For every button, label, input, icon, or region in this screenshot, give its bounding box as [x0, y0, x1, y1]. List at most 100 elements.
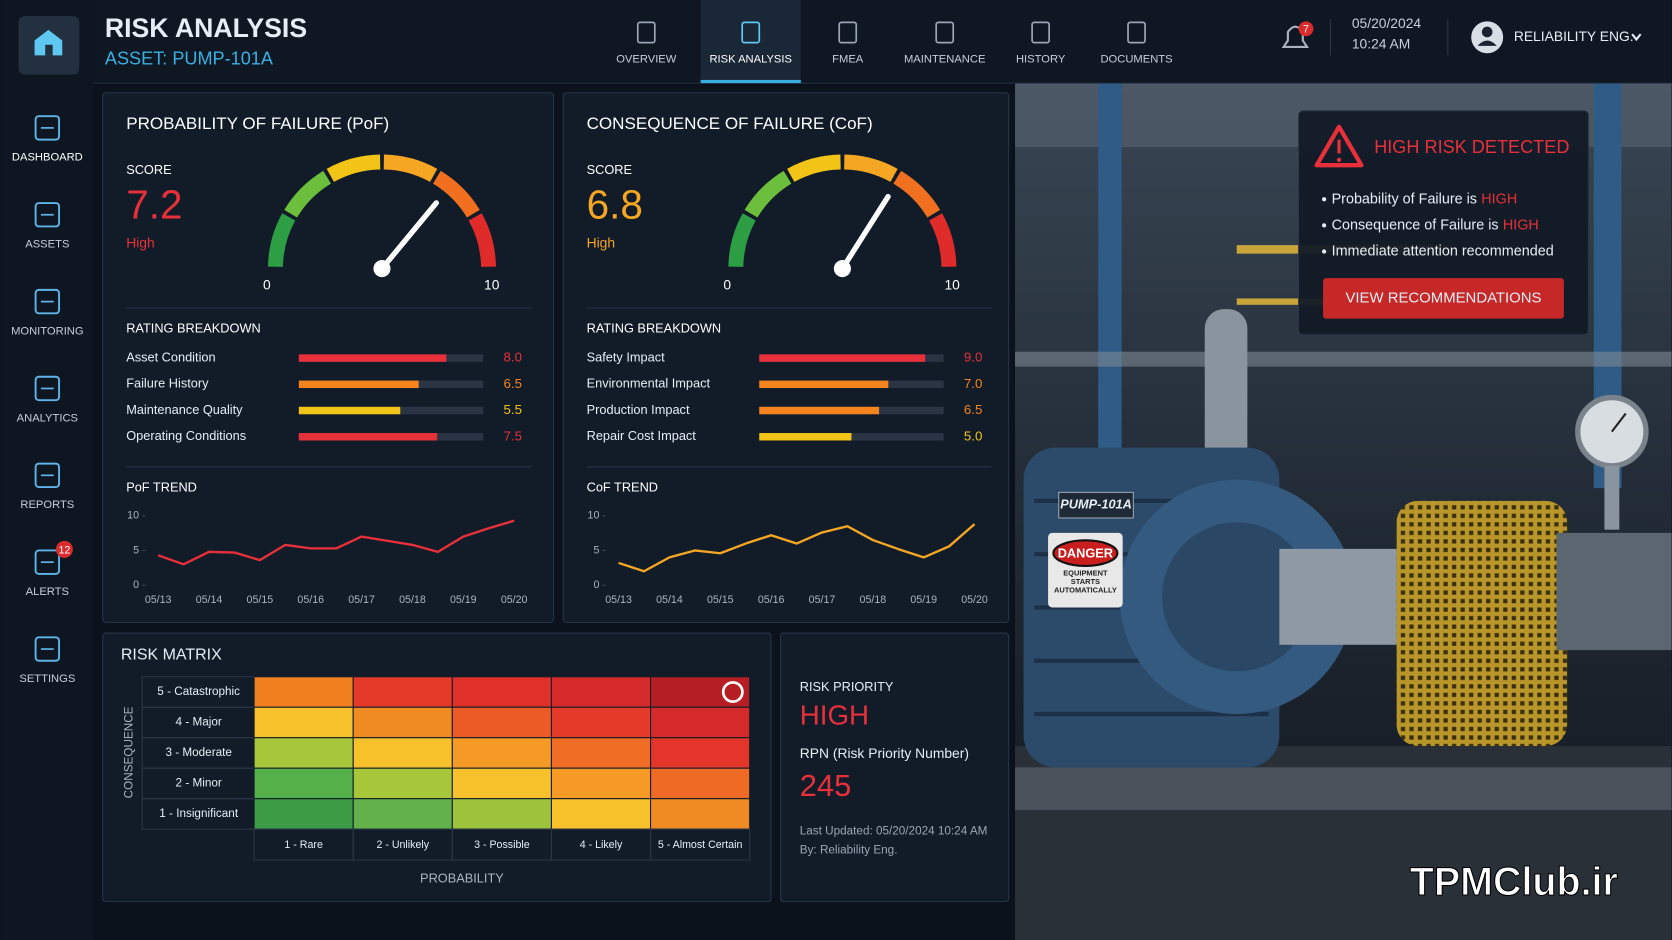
recommendations-button[interactable]: [1323, 278, 1564, 319]
column-label: 1 - Rare: [284, 839, 323, 851]
bar: [298, 433, 438, 441]
sign-text: DANGER: [1058, 546, 1113, 561]
alert-text: Consequence of Failure is: [1332, 217, 1499, 233]
nav-tab[interactable]: MAINTENANCE: [904, 54, 985, 66]
gauge-hub: [833, 260, 851, 278]
matrix-cell: [550, 737, 652, 769]
bar: [759, 354, 926, 362]
breakdown-name: Maintenance Quality: [126, 402, 243, 417]
bar: [759, 406, 880, 415]
row-label: 1 - Insignificant: [159, 807, 239, 820]
nav-icon[interactable]: [636, 21, 656, 44]
nav-tab[interactable]: OVERVIEW: [616, 54, 677, 66]
priority-level: HIGH: [800, 700, 869, 731]
gauge-arc: [326, 154, 381, 182]
bullet: [1321, 197, 1327, 202]
x-tick-label: 05/20: [501, 594, 528, 606]
bar: [298, 380, 419, 389]
score-label: SCORE: [126, 162, 171, 177]
notification-badge: [1298, 21, 1314, 37]
sidebar-label[interactable]: MONITORING: [11, 325, 84, 337]
sidebar-icon[interactable]: [34, 288, 61, 315]
x-tick-label: 05/14: [196, 594, 223, 606]
alert-item: Probability of Failure is HIGH: [1332, 191, 1518, 207]
sidebar-label[interactable]: ALERTS: [26, 586, 69, 598]
bar: [759, 380, 889, 389]
x-tick-label: 05/13: [605, 594, 632, 606]
panel-title: CONSEQUENCE OF FAILURE (CoF): [587, 114, 873, 133]
trend-title: CoF TREND: [587, 479, 658, 494]
x-tick-label: 05/20: [961, 594, 988, 606]
priority-panel: [780, 632, 1010, 903]
matrix-cell: [253, 767, 354, 800]
sidebar-label[interactable]: ASSETS: [25, 239, 69, 251]
matrix-cell: [352, 706, 453, 739]
sidebar-icon[interactable]: [34, 636, 61, 662]
nav-tab[interactable]: FMEA: [832, 54, 864, 66]
gauge-arc: [787, 154, 841, 182]
gauge-arc: [468, 213, 497, 268]
row-label: 3 - Moderate: [165, 746, 231, 759]
consequence-label: CONSEQUENCE: [122, 706, 135, 798]
sidebar-icon[interactable]: [34, 115, 61, 141]
alert-text: Probability of Failure is: [1332, 191, 1477, 207]
gauge-max: 10: [944, 276, 960, 292]
active-tab: [700, 0, 801, 84]
nav-icon[interactable]: [1031, 21, 1051, 44]
avatar[interactable]: [1471, 21, 1504, 54]
sidebar-icon[interactable]: [34, 462, 61, 489]
trend-line: [618, 523, 976, 573]
x-tick-label: 05/18: [860, 594, 887, 606]
sidebar-icon[interactable]: [34, 202, 61, 228]
nav-icon[interactable]: [741, 21, 761, 44]
bar: [298, 354, 447, 362]
user-name[interactable]: RELIABILITY ENG.: [1514, 28, 1634, 44]
breakdown-name: Environmental Impact: [587, 376, 711, 391]
column-label-cell: [650, 828, 751, 861]
y-tick-label: 10: [127, 510, 139, 522]
asset-name: ASSET: PUMP-101A: [105, 48, 274, 68]
sidebar-label[interactable]: ANALYTICS: [17, 412, 78, 424]
alert-item: Immediate attention recommended: [1332, 243, 1554, 259]
user-menu-chevron[interactable]: [1631, 33, 1642, 42]
breakdown-name: Repair Cost Impact: [587, 428, 697, 443]
trend-line: [157, 519, 515, 566]
nav-tab[interactable]: DOCUMENTS: [1100, 54, 1172, 66]
column-label: 2 - Unlikely: [376, 839, 429, 851]
matrix-cell: [550, 798, 652, 830]
x-tick-label: 05/16: [297, 594, 324, 606]
rpn-label: RPN (Risk Priority Number): [800, 745, 969, 761]
sidebar-label[interactable]: SETTINGS: [19, 673, 75, 685]
bell-icon[interactable]: [1281, 25, 1310, 48]
breakdown-name: Operating Conditions: [126, 428, 246, 443]
sidebar-icon[interactable]: [34, 375, 61, 402]
nav-icon[interactable]: [838, 21, 858, 44]
alert-text: Immediate attention recommended: [1332, 243, 1554, 259]
sidebar-icon[interactable]: [34, 549, 61, 575]
sidebar-label[interactable]: REPORTS: [20, 499, 74, 511]
nav-icon[interactable]: [935, 21, 955, 44]
button-label[interactable]: VIEW RECOMMENDATIONS: [1345, 289, 1541, 306]
score-value: 6.8: [587, 182, 643, 228]
page-title: RISK ANALYSIS: [105, 13, 307, 43]
bullet: [1321, 249, 1327, 254]
nav-icon[interactable]: [1127, 21, 1146, 44]
risk-marker: [721, 681, 744, 703]
nav-tab[interactable]: RISK ANALYSIS: [709, 54, 792, 66]
y-tick-label: 5: [133, 544, 139, 556]
gauge-arc: [728, 213, 756, 268]
matrix-cell: [650, 798, 751, 830]
score-label: SCORE: [587, 162, 632, 177]
nav-tab[interactable]: HISTORY: [1016, 54, 1066, 66]
gauge-min: 0: [723, 276, 731, 292]
matrix-cell: [451, 706, 552, 739]
sidebar-label[interactable]: DASHBOARD: [12, 152, 83, 164]
score-value: 7.2: [126, 182, 182, 228]
updated-by: By: Reliability Eng.: [800, 844, 898, 857]
x-tick-label: 05/19: [910, 594, 937, 606]
watermark: TPMClub.ir: [1410, 860, 1618, 904]
bullet: [1321, 223, 1327, 228]
matrix-cell: [550, 706, 652, 739]
matrix-cell: [451, 676, 552, 708]
